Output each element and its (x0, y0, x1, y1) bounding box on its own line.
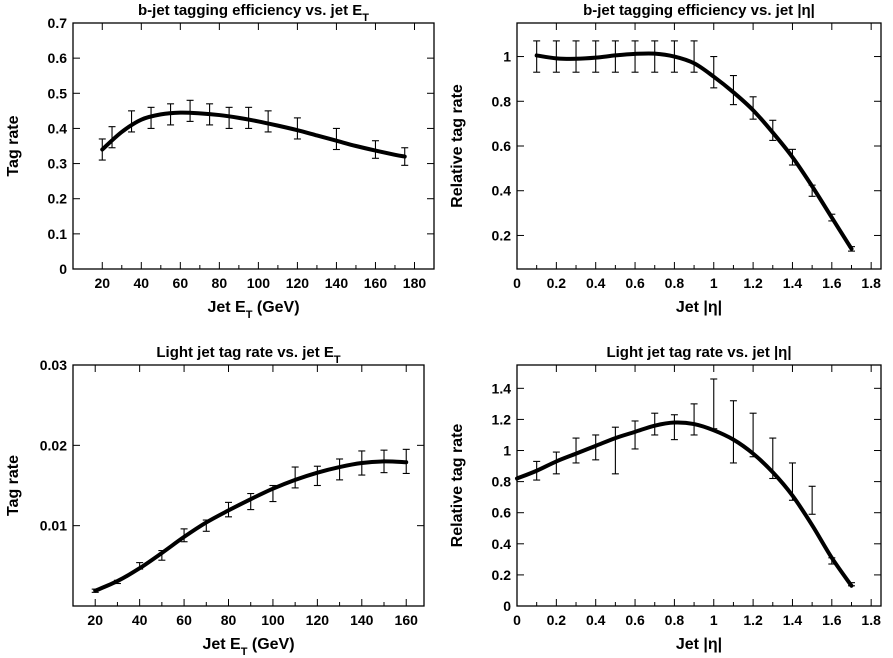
y-tick-label: 0.6 (48, 50, 68, 66)
x-axis-label-suffix: (GeV) (247, 636, 294, 653)
chart-title: b-jet tagging efficiency vs. jet |η| (583, 2, 815, 19)
chart-title-text: b-jet tagging efficiency vs. jet |η| (583, 2, 815, 19)
panel-b-jet-efficiency-vs-eta: 0 0.2 0.4 0.6 0.8 1 1.2 1.4 1.6 1.8 0.2 0.4 0.6 0.8 1 b… (449, 2, 882, 316)
y-tick-label: 0.4 (48, 120, 68, 136)
x-tick-label: 140 (325, 275, 349, 291)
fit-curve (534, 51, 854, 251)
x-tick-label: 20 (87, 612, 103, 628)
x-axis-label: Jet ET (GeV) (207, 299, 299, 321)
x-tick-label: 0 (513, 612, 521, 628)
x-axis-label: Jet |η| (676, 299, 722, 316)
x-axis-label: Jet |η| (676, 636, 722, 653)
x-tick-label: 0.2 (547, 275, 567, 291)
x-tick-label: 20 (94, 275, 110, 291)
x-axis-label-suffix: (GeV) (252, 299, 299, 316)
x-axis-label-text: Jet E (202, 636, 241, 653)
x-tick-label: 60 (173, 275, 189, 291)
y-tick-label: 0.4 (492, 183, 512, 199)
fit-curve (515, 420, 854, 588)
x-tick-label: 0.4 (586, 612, 606, 628)
y-tick-label: 0.02 (40, 437, 67, 453)
y-tick-label: 0.6 (492, 505, 512, 521)
y-tick-label: 1 (503, 49, 511, 65)
x-tick-label: 1.6 (822, 275, 842, 291)
panel-light-jet-rate-vs-et: 20 40 60 80 100 120 140 160 0.01 0.02 0.03 Light je… (5, 344, 425, 658)
chart-title-text: Light jet tag rate vs. jet |η| (606, 344, 791, 361)
y-tick-label: 0.4 (492, 536, 512, 552)
x-tick-label: 1 (710, 612, 718, 628)
x-tick-label: 140 (350, 612, 374, 628)
plot-frame (72, 364, 425, 607)
fit-curve (93, 459, 409, 593)
x-tick-label: 0.6 (625, 612, 645, 628)
x-tick-label: 0.6 (625, 275, 645, 291)
x-tick-label: 40 (134, 275, 150, 291)
x-tick-label: 1 (710, 275, 718, 291)
x-tick-label: 0.2 (547, 612, 567, 628)
y-tick-label: 1.4 (492, 380, 512, 396)
panel-b-jet-efficiency-vs-et: 20 40 60 80 100 120 140 160 180 0 0.1 0.2 0.3 0.4 0.5 0… (5, 2, 435, 321)
plot-frame (72, 22, 435, 270)
x-tick-label: 160 (364, 275, 388, 291)
y-tick-label: 0.2 (492, 567, 512, 583)
y-axis-label: Tag rate (5, 115, 22, 176)
x-tick-label: 100 (261, 612, 285, 628)
x-tick-label: 80 (221, 612, 237, 628)
y-axis-label: Relative tag rate (449, 84, 466, 208)
x-tick-label: 180 (403, 275, 427, 291)
chart-title: b-jet tagging efficiency vs. jet ET (138, 2, 369, 24)
fit-curve (100, 110, 407, 159)
x-tick-label: 100 (247, 275, 271, 291)
x-tick-label: 1.8 (861, 275, 881, 291)
x-tick-label: 120 (286, 275, 310, 291)
x-axis-label-subscript: T (241, 646, 248, 658)
x-axis-label-text: Jet |η| (676, 636, 722, 653)
plot-frame (516, 364, 882, 607)
x-tick-label: 0.8 (665, 275, 685, 291)
y-tick-label: 0.2 (492, 227, 512, 243)
x-tick-label: 120 (306, 612, 330, 628)
y-tick-label: 0.7 (48, 15, 68, 31)
y-tick-label: 0.01 (40, 518, 67, 534)
x-tick-label: 0 (513, 275, 521, 291)
x-tick-label: 160 (395, 612, 419, 628)
y-axis-label: Tag rate (5, 455, 22, 516)
y-tick-label: 0 (503, 598, 511, 614)
y-tick-label: 0 (59, 261, 67, 277)
y-tick-label: 0.03 (40, 357, 67, 373)
x-tick-label: 1.8 (861, 612, 881, 628)
y-tick-label: 0.5 (48, 85, 68, 101)
y-tick-label: 1.2 (492, 411, 512, 427)
chart-title-text: Light jet tag rate vs. jet E (156, 344, 334, 361)
y-tick-label: 1 (503, 443, 511, 459)
chart-title: Light jet tag rate vs. jet ET (156, 344, 341, 366)
x-tick-label: 1.2 (743, 275, 763, 291)
panel-light-jet-rate-vs-eta: 0 0.2 0.4 0.6 0.8 1 1.2 1.4 1.6 1.8 0 0.2 0.4 0.6 0.8 1… (449, 344, 882, 653)
x-tick-label: 1.4 (783, 275, 803, 291)
x-axis-label-text: Jet E (207, 299, 246, 316)
y-tick-label: 0.3 (48, 156, 68, 172)
x-tick-label: 1.6 (822, 612, 842, 628)
x-axis-label: Jet ET (GeV) (202, 636, 294, 658)
y-tick-label: 0.8 (492, 93, 512, 109)
y-tick-label: 0.2 (48, 191, 68, 207)
x-tick-label: 0.8 (665, 612, 685, 628)
y-tick-label: 0.8 (492, 474, 512, 490)
y-axis-label: Relative tag rate (449, 424, 466, 548)
x-axis-label-text: Jet |η| (676, 299, 722, 316)
x-tick-label: 80 (212, 275, 228, 291)
y-tick-label: 0.1 (48, 226, 68, 242)
chart-title-text: b-jet tagging efficiency vs. jet E (138, 2, 362, 19)
y-tick-label: 0.6 (492, 138, 512, 154)
x-tick-label: 1.2 (743, 612, 763, 628)
chart-title-subscript: T (334, 354, 341, 366)
x-tick-label: 60 (176, 612, 192, 628)
x-tick-label: 1.4 (783, 612, 803, 628)
chart-title-subscript: T (362, 12, 369, 24)
x-tick-label: 40 (132, 612, 148, 628)
x-tick-label: 0.4 (586, 275, 606, 291)
x-axis-label-subscript: T (246, 309, 253, 321)
chart-title: Light jet tag rate vs. jet |η| (606, 344, 791, 361)
